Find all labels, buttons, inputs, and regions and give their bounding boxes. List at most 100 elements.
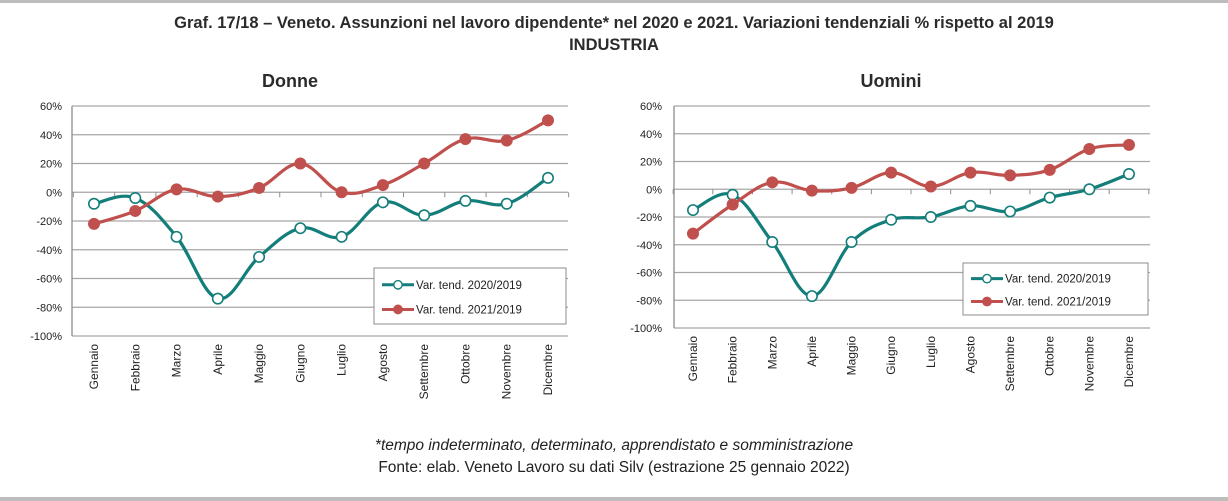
x-tick-label: Maggio: [845, 336, 859, 376]
x-tick-label: Marzo: [765, 336, 779, 370]
chart-uomini: 60% 40% 20% 0% -20% -40% -60% -80% -100% Gennaio F…: [630, 101, 1150, 391]
data-point-2021: [500, 134, 513, 147]
x-tick-label: Aprile: [805, 336, 819, 367]
data-point-2020: [335, 230, 348, 243]
data-point-2020: [924, 211, 937, 224]
x-tick-label: Ottobre: [458, 344, 472, 384]
data-point-2020: [211, 292, 224, 305]
data-point-2020: [1083, 183, 1096, 196]
data-point-2020: [845, 235, 858, 248]
data-point-2020: [129, 192, 142, 205]
data-point-2021: [766, 176, 779, 189]
x-tick-label: Gennaio: [686, 336, 700, 382]
x-tick-label: Febbraio: [726, 336, 740, 384]
data-point-2020: [1004, 205, 1017, 218]
data-point-2021: [376, 179, 389, 192]
data-point-2021: [1083, 143, 1096, 156]
data-point-2020: [418, 209, 431, 222]
data-point-2020: [459, 194, 472, 207]
y-tick-label: -80%: [36, 302, 62, 314]
data-point-2020: [1123, 167, 1136, 180]
data-point-2020: [541, 171, 554, 184]
x-tick-label: Gennaio: [87, 344, 101, 390]
x-tick-label: Dicembre: [541, 344, 555, 396]
data-point-2021: [88, 217, 100, 230]
chart-title-uomini: Uomini: [860, 71, 922, 91]
data-point-2021: [253, 181, 266, 194]
data-point-2020: [376, 196, 389, 209]
data-point-2021: [335, 186, 348, 199]
y-tick-label: 40%: [640, 129, 662, 141]
data-point-2021: [924, 180, 937, 193]
data-point-2021: [170, 183, 183, 196]
footnote: *tempo indeterminato, determinato, appre…: [374, 437, 854, 454]
x-tick-label: Novembre: [1082, 336, 1096, 392]
data-point-2021: [542, 114, 554, 127]
data-point-2020: [766, 235, 779, 248]
legend-label: Var. tend. 2020/2019: [416, 280, 522, 292]
top-rule: [0, 0, 1228, 3]
data-point-2021: [805, 184, 818, 197]
figure-subtitle: INDUSTRIA: [569, 36, 659, 54]
x-tick-label: Giugno: [293, 344, 307, 383]
x-tick-label: Giugno: [884, 336, 898, 375]
y-tick-label: 0%: [46, 187, 62, 199]
x-tick-label: Luglio: [335, 344, 349, 376]
chart-donne: 60% 40% 20% 0% -20% -40% -60% -80% -100% Gennaio F…: [30, 101, 570, 400]
legend-box: [373, 267, 567, 325]
y-tick-label: 20%: [640, 157, 662, 169]
y-tick-label: -40%: [636, 240, 662, 252]
x-tick-label: Settembre: [1003, 336, 1017, 392]
data-point-2021: [211, 190, 224, 203]
y-tick-label: 60%: [40, 101, 62, 113]
x-tick-label: Dicembre: [1122, 336, 1136, 388]
legend-label: Var. tend. 2021/2019: [1005, 296, 1111, 308]
data-point-2021: [1004, 169, 1017, 182]
data-point-2020: [964, 199, 977, 212]
series-line-2021: [92, 118, 550, 226]
x-tick-label: Aprile: [211, 344, 225, 375]
legend-swatch-marker: [393, 304, 403, 315]
data-point-2021: [964, 166, 977, 179]
chart-title-donne: Donne: [262, 71, 318, 91]
legend-swatch-marker: [982, 273, 992, 284]
data-point-2021: [129, 204, 142, 217]
legend-swatch-marker: [982, 296, 992, 307]
y-tick-label: 40%: [40, 130, 62, 142]
y-tick-label: -20%: [636, 212, 662, 224]
x-tick-label: Agosto: [963, 336, 977, 374]
data-point-2021: [418, 157, 431, 170]
bottom-rule: [0, 497, 1228, 501]
data-point-2020: [1043, 191, 1056, 204]
x-tick-label: Febbraio: [128, 344, 142, 392]
y-tick-label: -80%: [636, 295, 662, 307]
data-point-2021: [1043, 163, 1056, 176]
y-tick-label: 60%: [640, 101, 662, 113]
data-point-2021: [294, 157, 307, 170]
y-tick-label: 0%: [646, 184, 662, 196]
y-tick-label: -60%: [36, 274, 62, 286]
data-point-2021: [726, 198, 739, 211]
data-point-2021: [459, 133, 472, 146]
legend-label: Var. tend. 2020/2019: [1005, 274, 1111, 286]
data-point-2020: [500, 197, 513, 210]
data-point-2021: [885, 166, 898, 179]
data-point-2020: [686, 204, 699, 217]
figure-title: Graf. 17/18 – Veneto. Assunzioni nel lav…: [174, 14, 1054, 32]
data-point-2020: [294, 222, 307, 235]
legend-label: Var. tend. 2021/2019: [416, 304, 522, 316]
x-tick-label: Settembre: [417, 344, 431, 400]
x-tick-label: Agosto: [376, 344, 390, 382]
source-note: Fonte: elab. Veneto Lavoro su dati Silv …: [378, 459, 850, 476]
data-point-2020: [88, 197, 101, 210]
y-tick-label: -40%: [36, 245, 62, 257]
x-tick-label: Ottobre: [1043, 336, 1057, 376]
data-point-2020: [885, 213, 898, 226]
y-tick-label: -100%: [30, 331, 62, 343]
x-tick-label: Maggio: [252, 344, 266, 384]
y-tick-label: -100%: [630, 323, 662, 335]
y-tick-label: -20%: [36, 216, 62, 228]
data-point-2020: [726, 188, 739, 201]
legend: Var. tend. 2020/2019 Var. tend. 2021/2019: [373, 267, 567, 325]
